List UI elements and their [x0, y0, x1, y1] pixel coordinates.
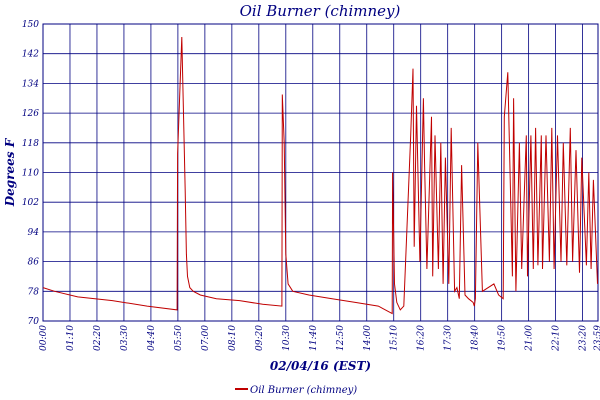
x-tick-label: 19:50: [498, 325, 508, 351]
y-tick-label: 78: [28, 287, 40, 297]
y-tick-label: 110: [22, 169, 39, 179]
x-tick-label: 21:00: [525, 325, 535, 352]
legend-label: Oil Burner (chimney): [250, 385, 357, 396]
x-axis-label: 02/04/16 (EST): [270, 359, 371, 373]
x-tick-label: 17:30: [444, 325, 454, 351]
y-tick-label: 142: [22, 50, 39, 60]
x-axis-ticks: 00:00 01:10 02:20 03:30 04:40 05:50 07:00 08:10…: [39, 325, 600, 352]
y-tick-label: 94: [28, 228, 40, 238]
y-tick-label: 70: [28, 317, 40, 327]
x-tick-label: 02:20: [93, 325, 103, 351]
x-tick-label: 01:10: [66, 325, 76, 351]
x-tick-label: 12:50: [336, 325, 346, 351]
x-tick-label: 09:20: [255, 325, 265, 351]
x-tick-label: 00:00: [39, 325, 49, 351]
y-tick-label: 134: [22, 79, 39, 89]
x-tick-label: 18:40: [471, 325, 481, 351]
x-tick-label: 05:50: [174, 325, 184, 351]
x-tick-label: 04:40: [147, 325, 157, 351]
y-tick-label: 102: [22, 198, 39, 208]
x-tick-label: 03:30: [120, 325, 130, 351]
y-tick-label: 150: [22, 20, 39, 30]
y-axis-label: Degrees F: [3, 137, 17, 207]
x-tick-label: 08:10: [228, 325, 238, 351]
y-tick-label: 118: [22, 139, 39, 149]
chart-title: Oil Burner (chimney): [240, 2, 401, 20]
plot-area: [42, 23, 599, 322]
legend: Oil Burner (chimney): [235, 385, 357, 396]
x-tick-label: 07:00: [201, 325, 211, 351]
y-tick-label: 86: [28, 258, 40, 268]
x-tick-label: 15:10: [390, 325, 400, 351]
x-tick-label: 23:59: [594, 325, 600, 352]
x-tick-label: 22:10: [552, 325, 562, 352]
x-tick-label: 11:40: [309, 325, 319, 351]
x-tick-label: 23:20: [579, 325, 589, 352]
x-tick-label: 10:30: [282, 325, 292, 351]
y-axis-ticks: 70 78 86 94 102 110 118 126 134 142 150: [22, 20, 39, 327]
x-tick-label: 14:00: [363, 325, 373, 351]
x-tick-label: 16:20: [417, 325, 427, 351]
y-tick-label: 126: [22, 109, 39, 119]
series-line: [42, 36, 598, 315]
